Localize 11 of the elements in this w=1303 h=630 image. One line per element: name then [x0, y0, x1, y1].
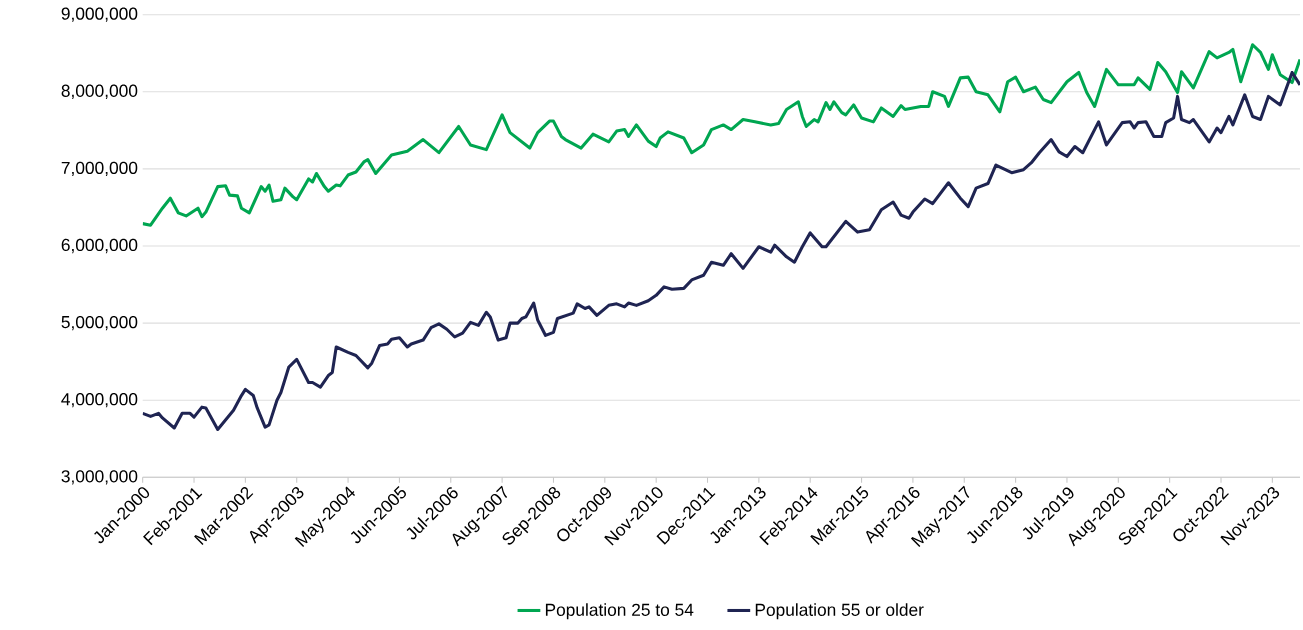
y-tick-label: 4,000,000 [61, 393, 138, 408]
y-tick-label: 6,000,000 [61, 238, 138, 254]
line-series [142, 70, 1301, 432]
line-series [142, 43, 1301, 227]
y-tick-label: 7,000,000 [61, 161, 138, 177]
legend-label: Population 55 or older [755, 603, 924, 620]
y-tick-label: 3,000,000 [61, 470, 138, 485]
legend-label: Population 25 to 54 [545, 603, 694, 620]
y-tick-label: 8,000,000 [61, 84, 138, 99]
y-tick-label: 9,000,000 [61, 7, 138, 22]
y-tick-label: 5,000,000 [61, 315, 138, 331]
